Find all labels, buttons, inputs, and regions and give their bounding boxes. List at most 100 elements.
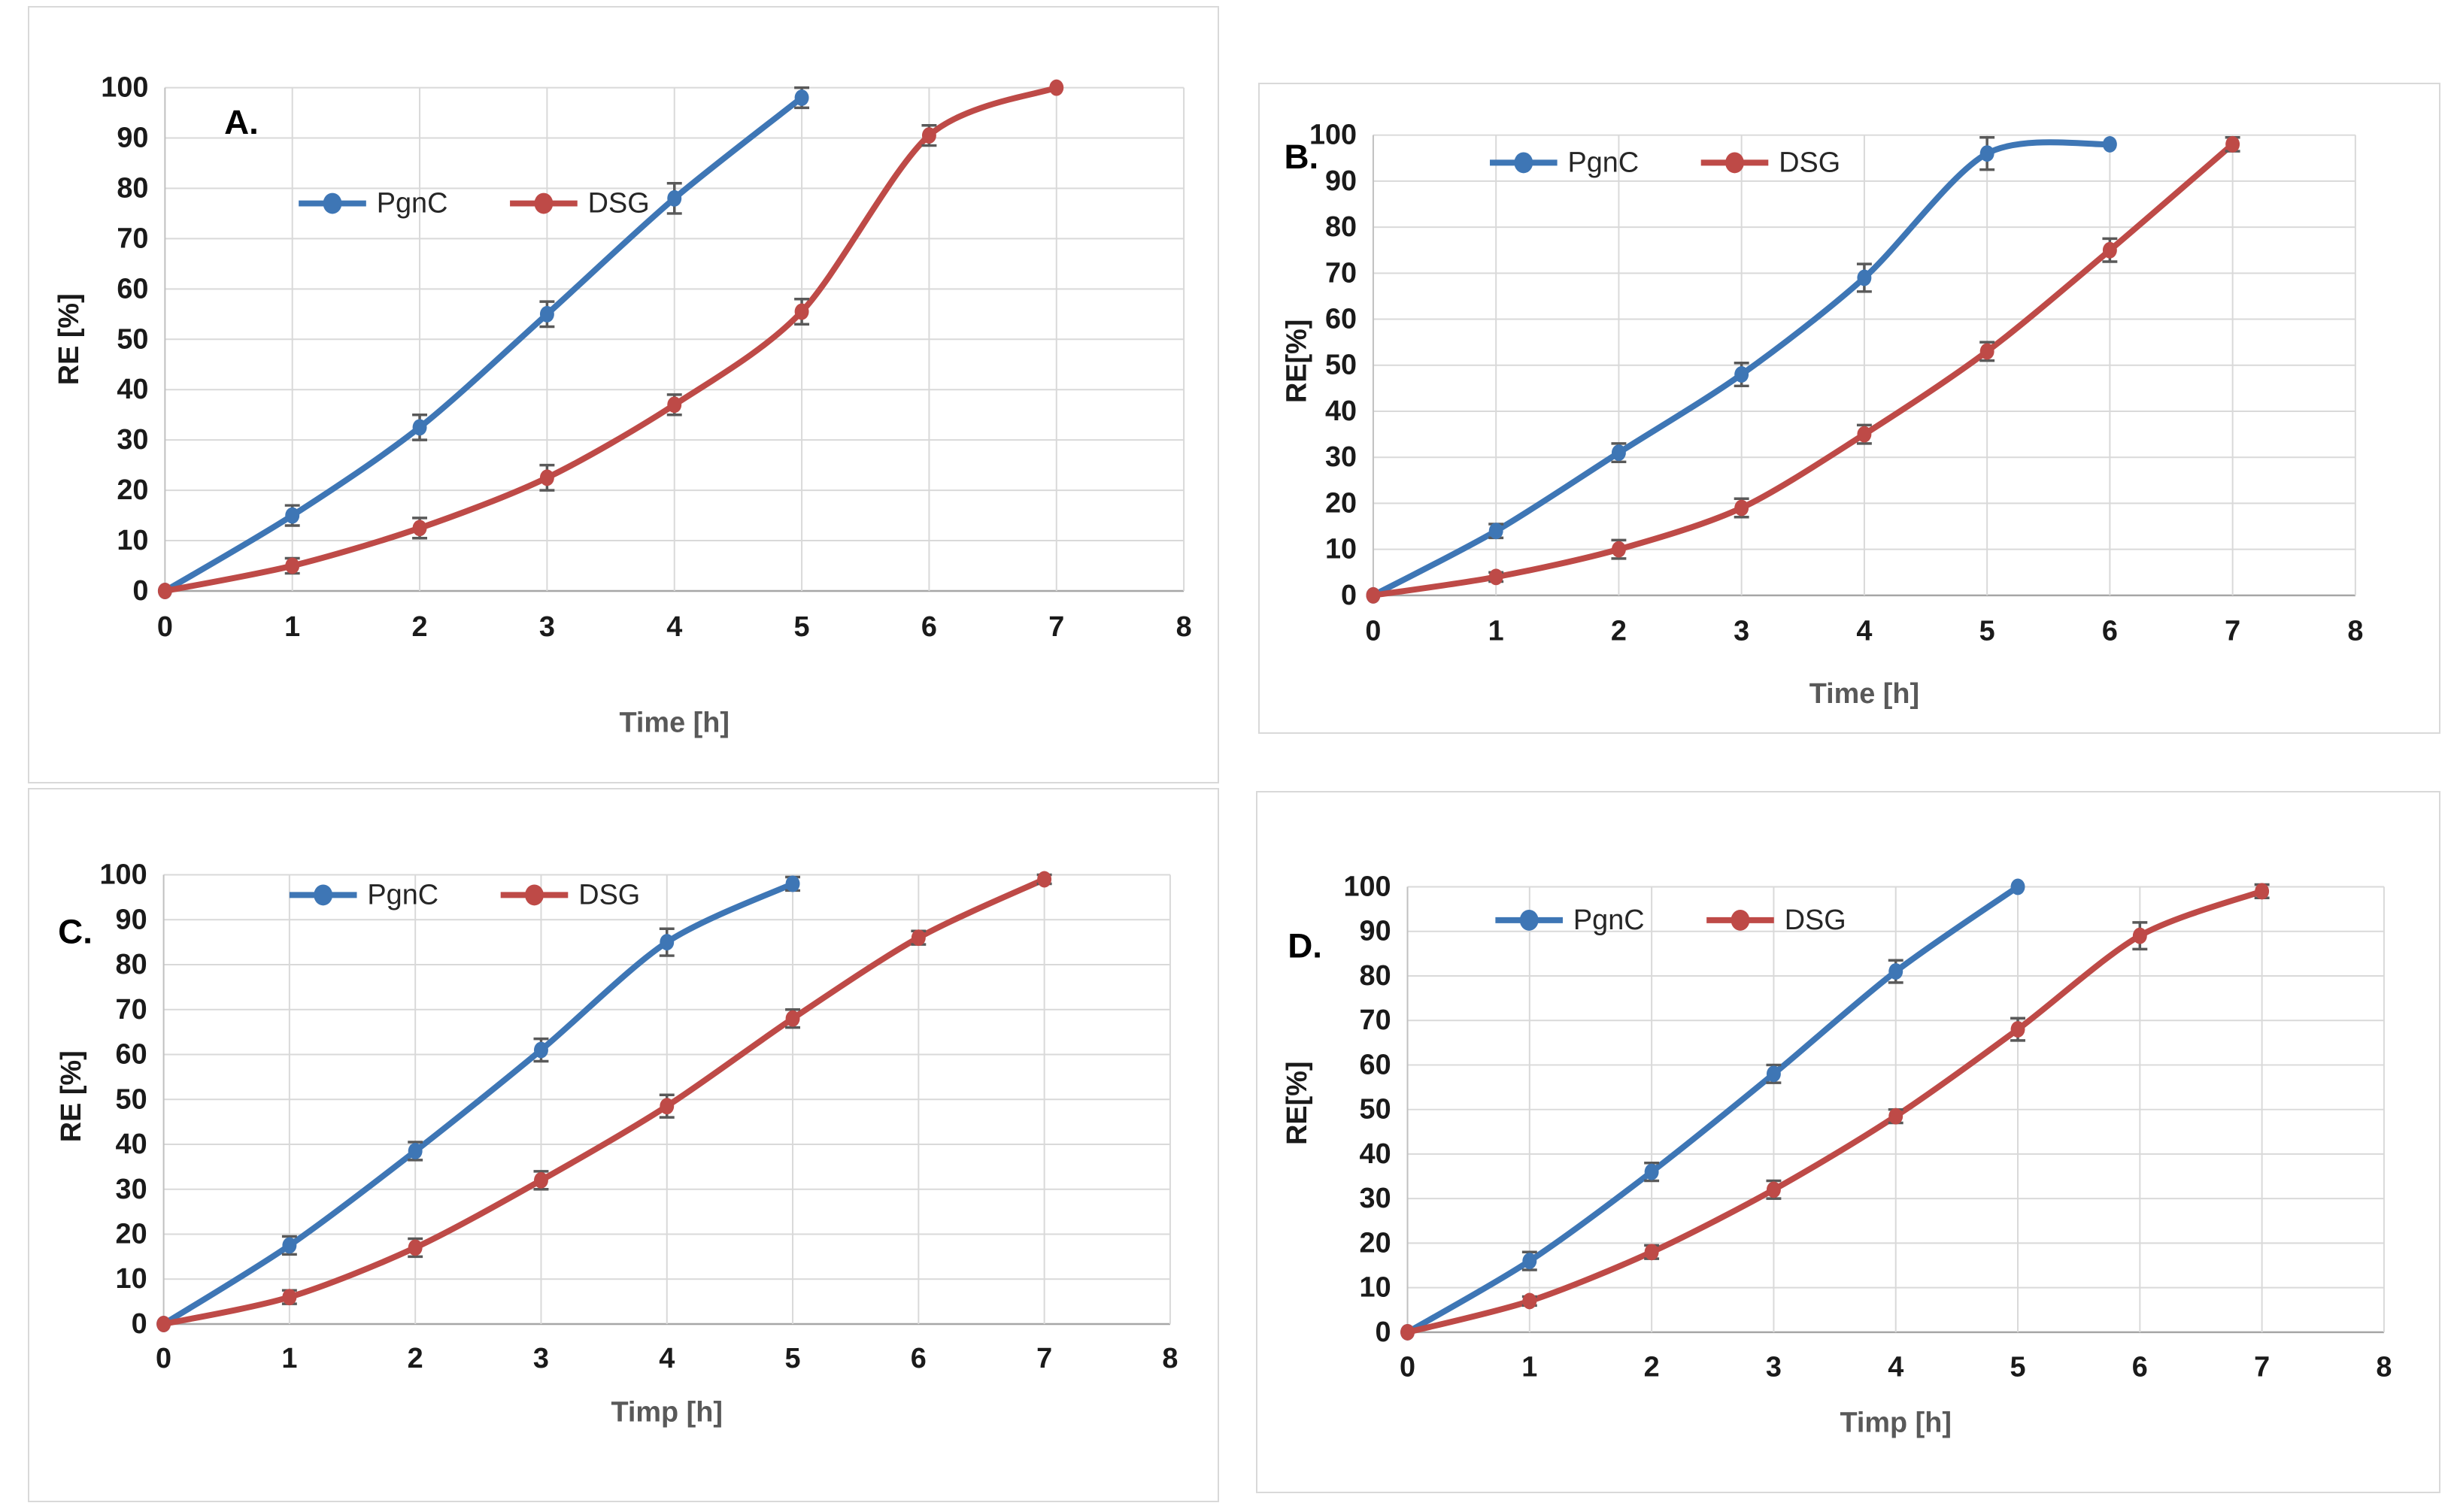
y-tick-label: 30: [1325, 441, 1357, 473]
x-tick-label: 1: [281, 1343, 297, 1374]
y-tick-label: 100: [1343, 871, 1391, 902]
data-point-marker-pgnc: [534, 1041, 548, 1059]
x-tick-label: 6: [921, 611, 937, 643]
y-tick-label: 40: [117, 374, 148, 405]
data-point-marker-dsg: [785, 1010, 800, 1027]
legend-marker-dsg-icon: [534, 192, 554, 214]
x-tick-label: 0: [1365, 616, 1381, 647]
y-tick-label: 0: [1341, 580, 1357, 611]
data-point-marker-pgnc: [1888, 963, 1903, 980]
x-axis-title: Timp [h]: [611, 1396, 723, 1428]
panel-label-d: D.: [1288, 927, 1322, 965]
y-tick-label: 90: [1360, 916, 1391, 947]
data-point-marker-dsg: [2102, 241, 2117, 259]
x-tick-label: 7: [1048, 611, 1064, 643]
y-tick-label: 80: [1360, 960, 1391, 992]
x-tick-label: 8: [2376, 1352, 2392, 1383]
data-point-marker-pgnc: [539, 305, 554, 323]
data-point-marker-pgnc: [2102, 135, 2117, 153]
y-tick-label: 50: [1325, 350, 1357, 381]
legend-marker-pgnc-icon: [323, 192, 342, 214]
data-point-marker-pgnc: [412, 419, 427, 436]
legend-item-pgnc: PgnC: [289, 879, 438, 911]
y-tick-label: 70: [117, 223, 148, 254]
x-axis-title: Time [h]: [619, 707, 729, 738]
data-point-marker-pgnc: [1488, 523, 1503, 540]
data-point-marker-dsg: [1644, 1244, 1659, 1261]
data-point-marker-dsg: [911, 929, 926, 947]
x-tick-label: 8: [1176, 611, 1192, 643]
legend-item-pgnc: PgnC: [1495, 904, 1645, 936]
chart-a: 0 10 20 30 40 50 60 70 80 90 100 0 1 2 3 4 5 6 7 8 Time [h] R…: [53, 72, 1192, 739]
legend-d: PgnC DSG: [1495, 904, 1846, 936]
y-tick-label: 50: [116, 1083, 147, 1115]
series-line-dsg: [162, 84, 1060, 594]
data-point-marker-dsg: [1857, 426, 1872, 443]
y-tick-label: 10: [1360, 1272, 1391, 1304]
x-tick-label: 8: [1162, 1343, 1178, 1374]
chart-d: 0 10 20 30 40 50 60 70 80 90 100 0 1 2 3 4 5 6 7 8 Timp [h] R…: [1282, 871, 2392, 1438]
data-point-marker-pgnc: [794, 89, 809, 106]
tick-labels-d: 0 10 20 30 40 50 60 70 80 90 100 0 1 2 3 4 5 6 7 8: [1343, 871, 2392, 1383]
y-tick-label: 0: [132, 1308, 147, 1340]
y-tick-label: 70: [116, 994, 147, 1026]
x-axis-title: Timp [h]: [1840, 1407, 1952, 1438]
y-tick-label: 30: [116, 1174, 147, 1205]
data-point-marker-dsg: [2010, 1021, 2025, 1038]
y-tick-label: 80: [117, 172, 148, 204]
y-tick-label: 90: [117, 123, 148, 154]
panel-chart-c: 0 10 20 30 40 50 60 70 80 90 100 0 1 2 3 4 5 6 7 8 Timp [h] R…: [28, 788, 1219, 1502]
series-pgnc-c: [156, 875, 801, 1332]
y-tick-label: 80: [1325, 211, 1357, 243]
legend-label-dsg: DSG: [588, 188, 650, 220]
legend-marker-pgnc-icon: [1514, 152, 1533, 174]
legend-label-dsg: DSG: [1785, 904, 1846, 936]
data-point-marker-dsg: [1734, 499, 1749, 517]
data-point-marker-pgnc: [1979, 145, 1994, 162]
legend-a: PgnC DSG: [299, 188, 650, 220]
data-point-marker-dsg: [2132, 927, 2147, 944]
data-point-marker-dsg: [667, 396, 682, 414]
data-point-marker-dsg: [1611, 541, 1626, 558]
series-line-pgnc: [160, 880, 796, 1327]
y-tick-label: 30: [117, 424, 148, 456]
data-point-marker-pgnc: [1522, 1253, 1537, 1270]
grid-a: [164, 86, 1185, 592]
legend-b: PgnC DSG: [1490, 147, 1840, 178]
panel-chart-a: 0 10 20 30 40 50 60 70 80 90 100 0 1 2 3 4 5 6 7 8 Time [h] R…: [28, 6, 1219, 783]
legend-label-pgnc: PgnC: [367, 879, 438, 911]
y-tick-label: 80: [116, 949, 147, 980]
y-tick-label: 20: [116, 1218, 147, 1250]
legend-label-dsg: DSG: [1779, 147, 1840, 178]
legend-marker-pgnc-icon: [1519, 909, 1539, 931]
y-axis-title: RE [%]: [53, 293, 85, 385]
y-tick-label: 10: [1325, 534, 1357, 565]
x-tick-label: 6: [2132, 1352, 2148, 1383]
series-line-dsg: [1404, 888, 2265, 1335]
data-point-marker-pgnc: [2010, 878, 2025, 895]
data-point-marker-dsg: [156, 1316, 171, 1332]
panel-label-c: C.: [58, 913, 93, 951]
y-tick-label: 0: [1376, 1317, 1391, 1348]
x-tick-label: 0: [157, 611, 173, 643]
x-tick-label: 3: [533, 1343, 549, 1374]
x-tick-label: 4: [1856, 616, 1872, 647]
x-tick-label: 5: [1979, 616, 1995, 647]
y-tick-label: 60: [117, 273, 148, 305]
x-tick-label: 0: [1400, 1352, 1415, 1383]
chart-b: 0 10 20 30 40 50 60 70 80 90 100 0 1 2 3 4 5 6 7 8 Time [h] R…: [1281, 120, 2363, 711]
y-tick-label: 100: [100, 859, 147, 891]
series-pgnc-a: [157, 86, 810, 599]
x-tick-label: 3: [1766, 1352, 1782, 1383]
y-tick-label: 40: [1325, 395, 1357, 427]
legend-marker-dsg-icon: [1731, 909, 1750, 931]
data-point-marker-dsg: [1888, 1107, 1903, 1125]
data-point-marker-dsg: [1488, 568, 1503, 586]
data-point-marker-dsg: [534, 1171, 548, 1189]
legend-item-dsg: DSG: [500, 879, 640, 911]
y-tick-label: 10: [117, 525, 148, 556]
data-point-marker-pgnc: [1734, 366, 1749, 383]
y-tick-label: 70: [1325, 257, 1357, 289]
y-tick-label: 60: [1325, 304, 1357, 335]
